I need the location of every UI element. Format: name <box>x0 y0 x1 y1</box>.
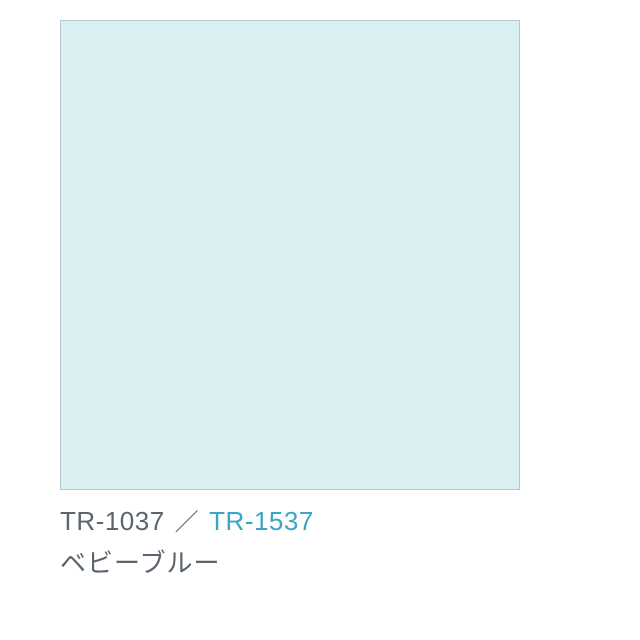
color-name-label: ベビーブルー <box>60 543 580 580</box>
product-code-primary: TR-1037 <box>60 506 165 537</box>
color-swatch <box>60 20 520 490</box>
code-separator: ／ <box>175 502 200 537</box>
product-codes-line: TR-1037 ／ TR-1537 <box>60 502 580 537</box>
product-code-secondary: TR-1537 <box>209 506 314 537</box>
